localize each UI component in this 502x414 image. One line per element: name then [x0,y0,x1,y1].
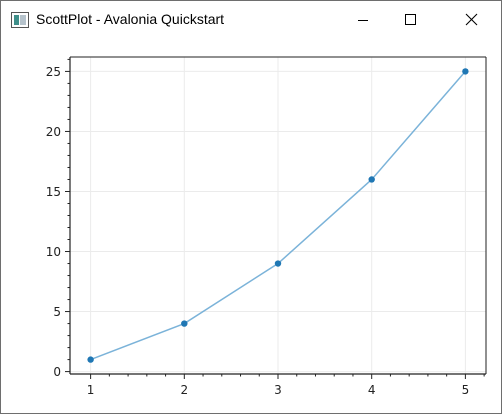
x-tick-label: 2 [180,383,188,397]
y-tick-label: 20 [46,125,61,139]
close-button[interactable] [432,1,501,39]
x-tick-label: 3 [274,383,282,397]
title-bar[interactable]: ScottPlot - Avalonia Quickstart [1,1,501,39]
data-point [462,68,469,75]
data-point [181,320,188,327]
data-point [368,176,375,183]
scottplot-chart[interactable]: 1 2 3 4 5 0 5 10 15 20 25 [1,39,501,413]
y-tick-label: 0 [53,365,61,379]
close-icon [465,13,478,26]
data-point [87,356,94,363]
y-tick-label: 5 [53,305,61,319]
maximize-button[interactable] [386,1,432,39]
data-point [274,260,282,267]
app-icon [11,12,29,28]
y-tick-label: 25 [46,65,61,79]
x-tick-label: 5 [462,383,470,397]
maximize-icon [405,14,416,25]
plot-area[interactable]: 1 2 3 4 5 0 5 10 15 20 25 [1,39,501,413]
window-title: ScottPlot - Avalonia Quickstart [36,11,225,27]
y-tick-label: 15 [46,185,61,199]
x-tick-label: 1 [87,383,95,397]
minimize-icon [358,20,368,21]
minimize-button[interactable] [340,1,386,39]
y-tick-label: 10 [46,245,61,259]
x-tick-label: 4 [368,383,376,397]
